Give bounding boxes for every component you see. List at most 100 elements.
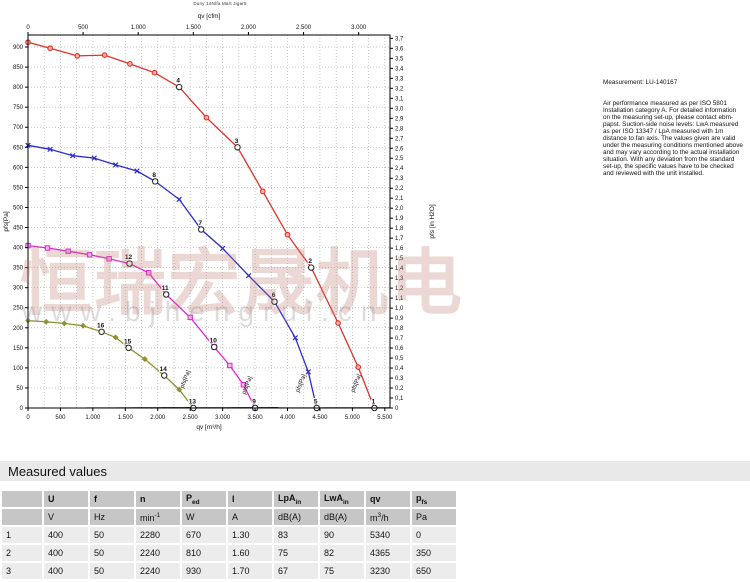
unit-cell: V [44, 509, 88, 525]
svg-text:14: 14 [160, 366, 168, 373]
header-cell: f [90, 491, 134, 507]
svg-text:300: 300 [13, 286, 24, 292]
chart-tiny-title: Duny 14N/fa Mart Jigar5 [193, 1, 247, 6]
svg-text:1,6: 1,6 [395, 246, 404, 252]
svg-text:1.500: 1.500 [186, 25, 202, 31]
svg-text:1.000: 1.000 [85, 415, 101, 421]
svg-text:0,8: 0,8 [395, 326, 404, 332]
svg-text:15: 15 [124, 338, 132, 345]
svg-text:1,7: 1,7 [395, 236, 404, 242]
svg-text:0: 0 [395, 406, 399, 412]
svg-text:1.500: 1.500 [118, 415, 134, 421]
svg-text:850: 850 [13, 65, 24, 71]
svg-text:2: 2 [308, 258, 312, 265]
svg-text:3,3: 3,3 [395, 76, 404, 82]
svg-text:5.000: 5.000 [345, 415, 361, 421]
header-cell: U [44, 491, 88, 507]
unit-cell: min-1 [136, 509, 180, 525]
svg-text:1,3: 1,3 [395, 276, 404, 282]
svg-text:450: 450 [13, 226, 24, 232]
svg-text:2.500: 2.500 [183, 415, 199, 421]
svg-text:2,8: 2,8 [395, 126, 404, 132]
data-cell: 3 [2, 563, 42, 579]
data-cell: 0 [412, 527, 456, 543]
data-cell: 2 [2, 545, 42, 561]
svg-text:1,1: 1,1 [395, 296, 404, 302]
svg-text:5: 5 [314, 399, 318, 406]
data-cell: 400 [44, 545, 88, 561]
svg-text:900: 900 [13, 45, 24, 51]
header-cell: LwAin [320, 491, 364, 507]
header-cell: I [228, 491, 272, 507]
unit-cell: Pa [412, 509, 456, 525]
svg-text:3.000: 3.000 [351, 25, 367, 31]
svg-text:pfs [in H2O]: pfs [in H2O] [429, 204, 436, 239]
svg-text:3,6: 3,6 [395, 46, 404, 52]
measurement-notes: Measurement: LU-140167 Air performance m… [603, 79, 745, 177]
svg-text:5.500: 5.500 [377, 415, 393, 421]
svg-text:2,7: 2,7 [395, 136, 404, 142]
svg-text:0: 0 [20, 406, 24, 412]
svg-text:350: 350 [13, 266, 24, 272]
grid [28, 35, 390, 408]
data-cell: 75 [274, 545, 318, 561]
svg-text:3,5: 3,5 [395, 56, 404, 62]
data-cell: 1.60 [228, 545, 272, 561]
svg-text:0,4: 0,4 [395, 366, 404, 372]
axes: 0 500 1.000 1.500 2.000 2.500 3.000 3.500 4.000 4… [3, 13, 436, 431]
svg-text:4.500: 4.500 [312, 415, 328, 421]
measurement-notes-paragraph: Air performance measured as per ISO 5801… [603, 100, 743, 177]
svg-text:16: 16 [97, 322, 105, 329]
svg-text:3.500: 3.500 [248, 415, 264, 421]
unit-cell: m3/h [366, 509, 410, 525]
svg-text:3,2: 3,2 [395, 86, 404, 92]
svg-text:12: 12 [125, 254, 133, 261]
fan-performance-chart: pfs[Pa] pfs[Pa] pfs[Pa] pfs[Pa] 1 2 3 4 5 6 7 8 9 10 1… [0, 0, 462, 455]
svg-text:500: 500 [55, 415, 66, 421]
data-cell: 1.30 [228, 527, 272, 543]
svg-text:6: 6 [272, 292, 276, 299]
svg-text:2,5: 2,5 [395, 156, 404, 162]
fan-curve-chart-svg: pfs[Pa]pfs[Pa]pfs[Pa]pfs[Pa]123456789101… [3, 13, 436, 431]
svg-text:3,0: 3,0 [395, 106, 404, 112]
svg-text:pfs[Pa]: pfs[Pa] [295, 373, 308, 393]
table-row: 1 400 50 2280 670 1.30 83 90 5340 0 [2, 527, 456, 543]
svg-text:0: 0 [26, 415, 30, 421]
data-cell: 50 [90, 545, 134, 561]
svg-text:0,2: 0,2 [395, 386, 404, 392]
svg-text:250: 250 [13, 306, 24, 312]
unit-cell: dB(A) [320, 509, 364, 525]
data-cell: 400 [44, 563, 88, 579]
unit-cell: W [182, 509, 226, 525]
data-cell: 2280 [136, 527, 180, 543]
data-cell: 400 [44, 527, 88, 543]
svg-text:200: 200 [13, 326, 24, 332]
header-cell: n [136, 491, 180, 507]
svg-text:9: 9 [252, 399, 256, 406]
svg-text:pfs[Pa]: pfs[Pa] [3, 211, 10, 231]
svg-text:0,3: 0,3 [395, 376, 404, 382]
data-cell: 4365 [366, 545, 410, 561]
svg-text:13: 13 [189, 399, 197, 406]
svg-text:1,5: 1,5 [395, 256, 404, 262]
unit-cell: A [228, 509, 272, 525]
svg-text:3: 3 [235, 138, 239, 145]
svg-text:3,4: 3,4 [395, 66, 404, 72]
table-row: 2 400 50 2240 810 1.60 75 82 4365 350 [2, 545, 456, 561]
data-cell: 650 [412, 563, 456, 579]
fan-curve-4: pfs[Pa] [24, 317, 197, 412]
unit-cell: Hz [90, 509, 134, 525]
svg-text:550: 550 [13, 185, 24, 191]
svg-text:3.000: 3.000 [215, 415, 231, 421]
data-cell: 1.70 [228, 563, 272, 579]
plot-border [27, 34, 391, 409]
svg-text:qv [cfm]: qv [cfm] [198, 13, 221, 20]
svg-text:2,9: 2,9 [395, 116, 404, 122]
svg-text:qv [m³/h]: qv [m³/h] [196, 424, 221, 431]
data-cell: 3230 [366, 563, 410, 579]
unit-cell [2, 509, 42, 525]
svg-text:8: 8 [152, 172, 156, 179]
data-cell: 930 [182, 563, 226, 579]
header-cell [2, 491, 42, 507]
